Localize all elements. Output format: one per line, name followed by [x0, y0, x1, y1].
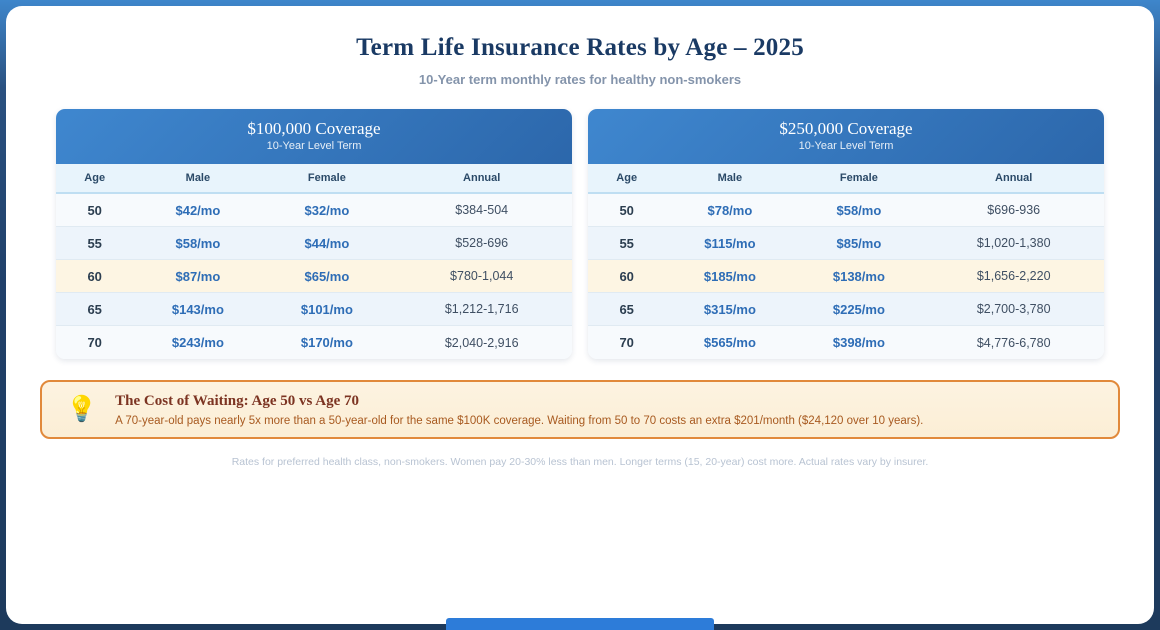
table-row: 55 $58/mo $44/mo $528-696: [56, 227, 572, 260]
column-label: Male: [717, 172, 743, 184]
rate-tables-container: $100,000 Coverage 10-Year Level Term Age…: [6, 109, 1154, 359]
female-rate-cell: $44/mo: [304, 235, 350, 251]
male-rate-cell: $143/mo: [171, 301, 224, 317]
female-rate-cell: $101/mo: [300, 301, 353, 317]
table-row: 50 $42/mo $32/mo $384-504: [56, 194, 572, 227]
callout-text: The Cost of Waiting: Age 50 vs Age 70 A …: [115, 392, 923, 428]
annual-range-cell: $384-504: [455, 203, 509, 217]
female-rate-cell: $65/mo: [304, 268, 350, 284]
table-row: 65 $143/mo $101/mo $1,212-1,716: [56, 293, 572, 326]
rate-table: $250,000 Coverage 10-Year Level Term Age…: [588, 109, 1104, 359]
term-subtitle: 10-Year Level Term: [798, 140, 894, 152]
annual-range-cell: $780-1,044: [450, 269, 514, 283]
age-cell: 50: [87, 202, 102, 218]
male-rate-cell: $315/mo: [703, 301, 756, 317]
female-rate-cell: $32/mo: [304, 202, 350, 218]
table-row: 70 $565/mo $398/mo $4,776-6,780: [588, 326, 1104, 359]
table-row: 60 $185/mo $138/mo $1,656-2,220: [588, 260, 1104, 293]
age-cell: 50: [619, 202, 634, 218]
column-label: Female: [307, 172, 346, 184]
annual-range-cell: $2,700-3,780: [976, 302, 1051, 316]
table-row: 60 $87/mo $65/mo $780-1,044: [56, 260, 572, 293]
annual-range-cell: $696-936: [987, 203, 1041, 217]
male-rate-cell: $58/mo: [175, 235, 221, 251]
page-subtitle: 10-Year term monthly rates for healthy n…: [418, 72, 742, 87]
coverage-title: $100,000 Coverage: [247, 119, 381, 138]
age-cell: 60: [619, 268, 634, 284]
male-rate-cell: $565/mo: [703, 335, 756, 350]
male-rate-cell: $185/mo: [703, 268, 756, 284]
age-cell: 55: [619, 235, 634, 251]
table-row: 55 $115/mo $85/mo $1,020-1,380: [588, 227, 1104, 260]
term-subtitle: 10-Year Level Term: [266, 140, 362, 152]
content-card: Term Life Insurance Rates by Age – 2025 …: [6, 6, 1154, 624]
female-rate-cell: $225/mo: [832, 301, 885, 317]
age-cell: 70: [87, 335, 102, 350]
column-label: Age: [84, 172, 106, 184]
annual-range-cell: $4,776-6,780: [976, 335, 1051, 350]
disclaimer-text: Rates for preferred health class, non-sm…: [231, 456, 929, 468]
annual-range-cell: $1,656-2,220: [976, 269, 1051, 283]
column-header-row: Age Male Female Annual: [588, 164, 1104, 194]
table-body: 50 $78/mo $58/mo $696-936 55 $115/mo $85/mo $1,…: [588, 194, 1104, 359]
page-title: Term Life Insurance Rates by Age – 2025: [356, 34, 804, 61]
callout-title: The Cost of Waiting: Age 50 vs Age 70: [115, 392, 360, 409]
male-rate-cell: $78/mo: [707, 202, 753, 218]
male-rate-cell: $87/mo: [175, 268, 221, 284]
callout-body: A 70-year-old pays nearly 5x more than a…: [115, 414, 924, 427]
annual-range-cell: $1,020-1,380: [976, 236, 1051, 250]
column-label: Annual: [995, 172, 1033, 184]
rate-table: $100,000 Coverage 10-Year Level Term Age…: [56, 109, 572, 359]
table-body: 50 $42/mo $32/mo $384-504 55 $58/mo $44/mo $528…: [56, 194, 572, 359]
female-rate-cell: $58/mo: [836, 202, 882, 218]
female-rate-cell: $85/mo: [836, 235, 882, 251]
table-header: $100,000 Coverage 10-Year Level Term: [56, 109, 572, 164]
bottom-accent-bar: [446, 618, 714, 630]
cost-of-waiting-callout: 💡 The Cost of Waiting: Age 50 vs Age 70 …: [40, 380, 1120, 439]
column-label: Age: [616, 172, 638, 184]
column-label: Annual: [463, 172, 501, 184]
female-rate-cell: $398/mo: [832, 335, 885, 350]
annual-range-cell: $1,212-1,716: [444, 302, 519, 316]
coverage-title: $250,000 Coverage: [779, 119, 913, 138]
lightbulb-icon: 💡: [66, 395, 98, 423]
age-cell: 60: [87, 268, 102, 284]
female-rate-cell: $170/mo: [300, 335, 353, 350]
table-row: 50 $78/mo $58/mo $696-936: [588, 194, 1104, 227]
female-rate-cell: $138/mo: [832, 268, 885, 284]
table-row: 65 $315/mo $225/mo $2,700-3,780: [588, 293, 1104, 326]
male-rate-cell: $115/mo: [704, 235, 756, 251]
table-row: 70 $243/mo $170/mo $2,040-2,916: [56, 326, 572, 359]
male-rate-cell: $243/mo: [171, 335, 224, 350]
table-header: $250,000 Coverage 10-Year Level Term: [588, 109, 1104, 164]
age-cell: 70: [619, 335, 634, 350]
annual-range-cell: $528-696: [455, 236, 509, 250]
age-cell: 65: [619, 301, 634, 317]
age-cell: 65: [87, 301, 102, 317]
column-header-row: Age Male Female Annual: [56, 164, 572, 194]
annual-range-cell: $2,040-2,916: [444, 335, 519, 350]
male-rate-cell: $42/mo: [175, 202, 221, 218]
age-cell: 55: [87, 235, 102, 251]
column-label: Male: [185, 172, 211, 184]
column-label: Female: [839, 172, 878, 184]
